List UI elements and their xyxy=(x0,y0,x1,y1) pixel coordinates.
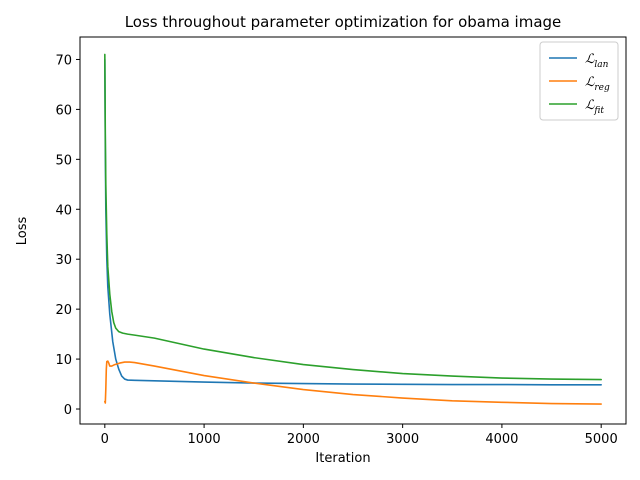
y-tick-label: 70 xyxy=(55,53,72,68)
series-line-lan xyxy=(104,58,602,386)
x-tick-label: 2000 xyxy=(287,432,320,447)
y-tick-label: 40 xyxy=(55,203,72,218)
legend-symbol: ℒ xyxy=(585,52,595,67)
legend-symbol: ℒ xyxy=(585,75,595,90)
y-axis-label: Loss xyxy=(15,217,30,246)
x-tick-label: 5000 xyxy=(585,432,618,447)
x-axis-label: Iteration xyxy=(315,451,370,466)
legend-subscript: fit xyxy=(593,106,604,116)
legend-subscript: reg xyxy=(594,83,610,93)
x-tick-label: 0 xyxy=(101,432,109,447)
plot-area xyxy=(104,53,602,405)
y-tick-label: 20 xyxy=(55,303,72,318)
axis-ticks: 0 1000 2000 3000 4000 5000 0 10 20 30 40 50 60 70 xyxy=(55,53,617,447)
x-tick-label: 1000 xyxy=(188,432,221,447)
series-line-fit xyxy=(104,53,602,381)
y-tick-label: 10 xyxy=(55,353,72,368)
legend-symbol: ℒ xyxy=(585,98,595,113)
x-tick-label: 4000 xyxy=(485,432,518,447)
legend-label-fit: ℒfit xyxy=(585,98,604,116)
legend-label-lan: ℒlan xyxy=(585,52,609,70)
legend-label-reg: ℒreg xyxy=(585,75,610,93)
y-tick-label: 60 xyxy=(55,103,72,118)
y-tick-label: 50 xyxy=(55,153,72,168)
plot-frame xyxy=(79,36,627,425)
legend-box xyxy=(539,41,619,121)
series-line-reg xyxy=(104,360,602,405)
legend-subscript: lan xyxy=(594,60,608,70)
y-tick-label: 0 xyxy=(64,403,72,418)
y-tick-label: 30 xyxy=(55,253,72,268)
x-tick-label: 3000 xyxy=(386,432,419,447)
chart-title: Loss throughout parameter optimization f… xyxy=(125,13,562,31)
